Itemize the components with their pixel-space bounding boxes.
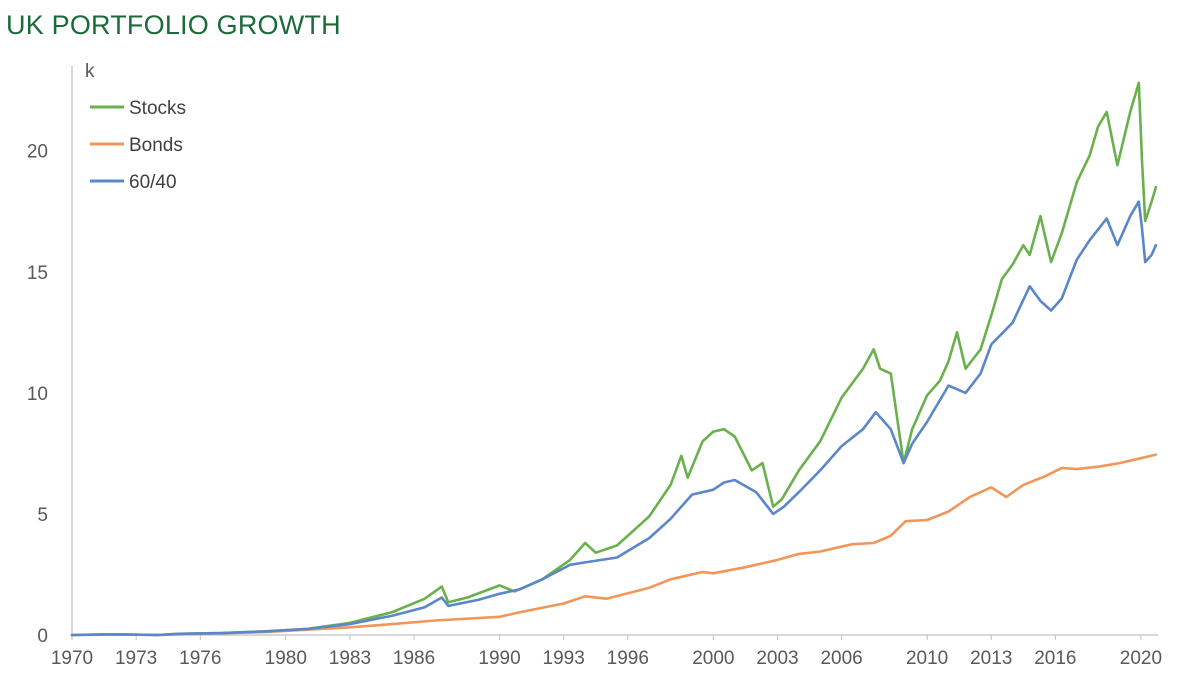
axes: k 0 5 10 15 20 1970 1973 1976 1980 1983 1986 1990 199… (27, 61, 1162, 669)
x-tick-label: 1996 (607, 648, 649, 669)
series-lines (70, 81, 1158, 637)
y-tick-label: 5 (37, 505, 48, 526)
x-tick-label: 1970 (51, 648, 93, 669)
x-tick-label: 1976 (179, 648, 221, 669)
legend-label-stocks: Stocks (129, 98, 186, 119)
legend: Stocks Bonds 60/40 (90, 98, 186, 193)
x-tick-label: 2010 (906, 648, 948, 669)
y-tick-label: 15 (27, 263, 48, 284)
y-tick-label: 10 (27, 384, 48, 405)
chart-title: UK PORTFOLIO GROWTH (6, 10, 341, 40)
x-tick-label: 1993 (543, 648, 585, 669)
x-tick-label: 2006 (820, 648, 862, 669)
series-line-bonds (70, 453, 1158, 637)
x-tick-label: 1983 (329, 648, 371, 669)
y-tick-label: 0 (37, 626, 48, 647)
series-line-60-40 (70, 200, 1158, 637)
x-tick-label: 1990 (478, 648, 520, 669)
legend-label-60-40: 60/40 (129, 172, 177, 193)
x-tick-label: 2020 (1120, 648, 1162, 669)
x-tick-label: 2000 (692, 648, 734, 669)
y-tick-label: 20 (27, 142, 48, 163)
legend-label-bonds: Bonds (129, 135, 183, 156)
x-tick-label: 1973 (115, 648, 157, 669)
x-tick-label: 1980 (265, 648, 307, 669)
x-tick-label: 2013 (970, 648, 1012, 669)
x-tick-label: 2003 (756, 648, 798, 669)
y-unit-label: k (85, 61, 95, 82)
x-tick-label: 1986 (393, 648, 435, 669)
x-tick-label: 2016 (1034, 648, 1076, 669)
series-line-stocks (70, 81, 1158, 637)
